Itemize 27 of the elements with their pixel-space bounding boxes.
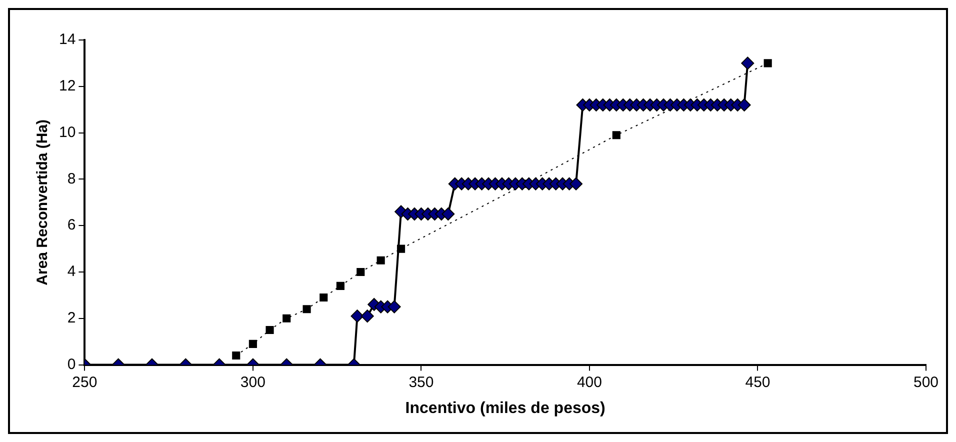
point <box>266 326 274 334</box>
point <box>612 131 620 140</box>
y-tick-label: 4 <box>67 263 76 280</box>
y-tick-label: 0 <box>67 356 76 373</box>
x-axis-title: Incentivo (miles de pesos) <box>405 400 606 417</box>
point <box>232 351 240 360</box>
point <box>282 314 291 322</box>
point <box>248 340 257 348</box>
point <box>764 59 772 68</box>
point <box>320 293 328 302</box>
x-tick-label: 400 <box>576 374 602 391</box>
point <box>336 282 344 290</box>
y-tick-label: 8 <box>67 170 76 188</box>
point <box>356 268 365 276</box>
y-tick-label: 12 <box>58 78 76 95</box>
y-tick-label: 2 <box>67 310 76 327</box>
y-tick-label: 14 <box>58 31 76 48</box>
x-tick-label: 500 <box>913 374 939 391</box>
x-tick-label: 450 <box>745 374 770 391</box>
point <box>302 305 311 314</box>
point <box>376 256 385 264</box>
x-tick-label: 250 <box>72 374 98 391</box>
x-tick-label: 350 <box>408 374 434 391</box>
y-axis-title: Area Reconvertida (Ha) <box>34 119 52 286</box>
y-tick-label: 6 <box>67 216 76 234</box>
y-tick-label: 10 <box>58 124 76 141</box>
x-tick-label: 300 <box>240 374 266 391</box>
